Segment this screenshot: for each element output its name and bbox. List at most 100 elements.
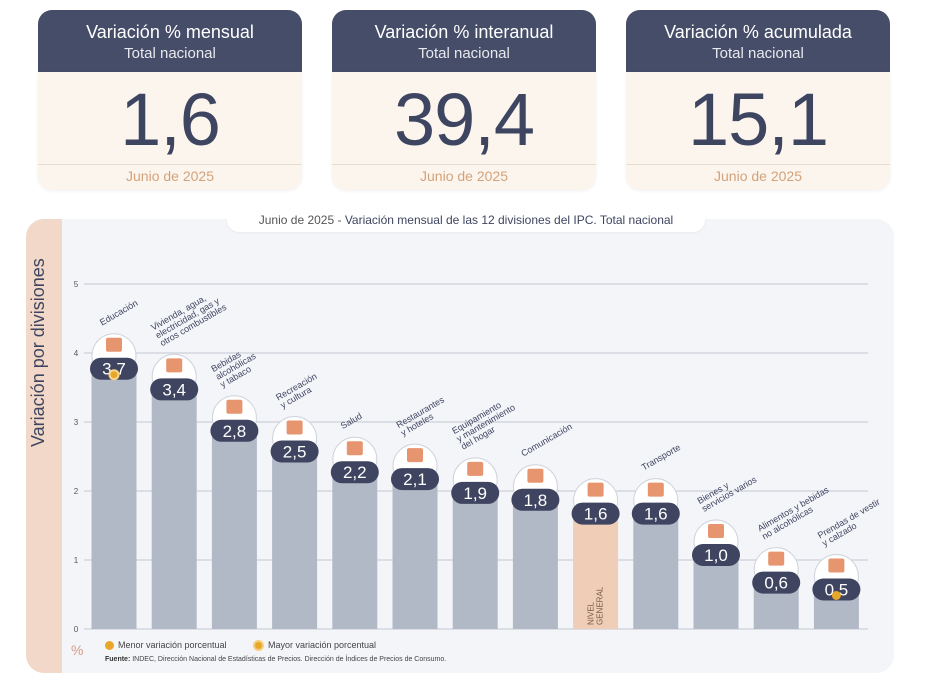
max-marker [110, 371, 118, 379]
kpi-card-subtitle: Total nacional [124, 45, 216, 62]
value-bubble [391, 468, 439, 491]
value-bubble [752, 571, 801, 594]
value-label: 1,9 [463, 484, 487, 503]
value-bubble [571, 502, 620, 525]
bar [573, 518, 619, 629]
kpi-card-title: Variación % mensual [86, 22, 254, 42]
shirt-icon [828, 558, 845, 573]
min-marker [831, 591, 841, 600]
value-label: 2,2 [343, 463, 367, 482]
category-label: Restaurantesy hoteles [395, 394, 451, 437]
value-bubble [270, 440, 319, 463]
min-dot-icon [105, 641, 114, 651]
kpi-card-date: Junio de 2025 [126, 168, 214, 184]
value-bubble [210, 419, 259, 442]
kpi-card-body: 39,4 Junio de 2025 [332, 72, 596, 190]
category-label: Salud [339, 411, 364, 431]
value-label: 3,4 [162, 380, 186, 399]
kpi-card-date: Junio de 2025 [714, 168, 802, 184]
bar [151, 394, 197, 629]
legend-item-min: Menor variación porcentual [105, 640, 227, 651]
bar [693, 560, 739, 629]
y-tick-label: 1 [74, 556, 79, 565]
category-label-line: Transporte [640, 442, 682, 472]
bottle-icon [226, 399, 243, 414]
source-text: INDEC, Dirección Nacional de Estadística… [130, 656, 447, 663]
value-label: 1,0 [704, 546, 728, 565]
value-label: 1,8 [524, 491, 548, 510]
bar-group: 2,2 Salud [330, 411, 379, 629]
bar [91, 373, 137, 629]
value-label: 2,5 [283, 443, 307, 462]
bar [452, 497, 498, 629]
chart-title-prefix: Junio de 2025 - [258, 213, 345, 227]
first-aid-icon [346, 441, 363, 456]
shopping-basket-icon [587, 482, 604, 497]
category-label: Vivienda, agua,electricidad, gas yotros … [149, 286, 228, 348]
kpi-card-header: Variación % interanual Total nacional [332, 10, 596, 72]
bar [512, 504, 558, 629]
source-label: Fuente: [105, 656, 131, 663]
bar [753, 587, 799, 629]
category-label: Transporte [640, 442, 682, 472]
value-bubble [90, 357, 138, 380]
category-label: Bienes yservicios varios [696, 466, 759, 513]
category-label: Equipamientoy mantenimientodel hogar [450, 394, 521, 451]
bar-group: 2,1 Restaurantesy hoteles [391, 394, 451, 629]
bar-group: 0,5 Prendas de vestiry calzado [812, 497, 886, 629]
chicken-icon [768, 551, 785, 566]
value-label: 1,6 [644, 505, 668, 524]
appliance-icon [467, 461, 484, 476]
y-tick-label: 2 [74, 487, 79, 496]
value-bubble [692, 544, 740, 566]
bus-card-icon [647, 482, 664, 497]
value-bubble [511, 488, 560, 511]
bar [392, 484, 438, 629]
bar [332, 477, 378, 629]
category-label: Bebidasalcohólicasy tabaco [209, 343, 262, 390]
divider [38, 164, 302, 165]
general-level-label-line: NIVEL [587, 601, 596, 625]
y-tick-label: 0 [74, 625, 79, 634]
bar [211, 435, 257, 629]
kpi-card-acumulada: Variación % acumulada Total nacional 15,… [626, 10, 890, 190]
chart-title-main: Variación mensual de las 12 divisiones d… [344, 213, 674, 227]
value-bubble [330, 461, 379, 484]
bar [272, 456, 318, 629]
category-label: Prendas de vestiry calzado [816, 497, 886, 548]
general-level-label-line: GENERAL [596, 586, 605, 625]
y-tick-label: 5 [74, 280, 79, 289]
category-label-line: Salud [339, 411, 364, 431]
kpi-card-body: 15,1 Junio de 2025 [626, 72, 890, 190]
legend-item-max: Mayor variación porcentual [253, 640, 376, 652]
kpi-card-value: 15,1 [687, 78, 829, 161]
bar-group: 1,6 Transporte [631, 442, 682, 629]
kpi-card-header: Variación % mensual Total nacional [38, 10, 302, 72]
category-label-line: Educación [98, 298, 139, 328]
bar-group: 3,7Educación [90, 298, 139, 629]
value-label: 0,6 [764, 574, 788, 593]
chart-title: Junio de 2025 - Variación mensual de las… [227, 208, 705, 232]
value-label: 2,1 [403, 470, 427, 489]
max-dot-icon [253, 640, 264, 652]
category-label-line: Alimentos y bebidas [756, 484, 831, 533]
value-bubble [150, 378, 199, 401]
value-bubble [631, 502, 680, 525]
value-label: 2,8 [223, 422, 247, 441]
bar-group: 2,5 Recreacióny cultura [270, 371, 319, 629]
unit-label: % [71, 642, 84, 658]
value-bubble [812, 578, 861, 601]
kpi-card-mensual: Variación % mensual Total nacional 1,6 J… [38, 10, 302, 190]
kpi-card-header: Variación % acumulada Total nacional [626, 10, 890, 72]
bar-group: 1,8 Comunicación [511, 421, 574, 629]
book-icon [106, 337, 122, 352]
kpi-card-title: Variación % acumulada [664, 22, 852, 42]
legend-min-label: Menor variación porcentual [118, 640, 227, 650]
value-label: 1,6 [584, 505, 608, 524]
y-tick-label: 4 [74, 349, 79, 358]
kpi-card-interanual: Variación % interanual Total nacional 39… [332, 10, 596, 190]
divider [626, 164, 890, 165]
cutlery-icon [407, 448, 423, 463]
lightbulb-icon [166, 358, 183, 373]
